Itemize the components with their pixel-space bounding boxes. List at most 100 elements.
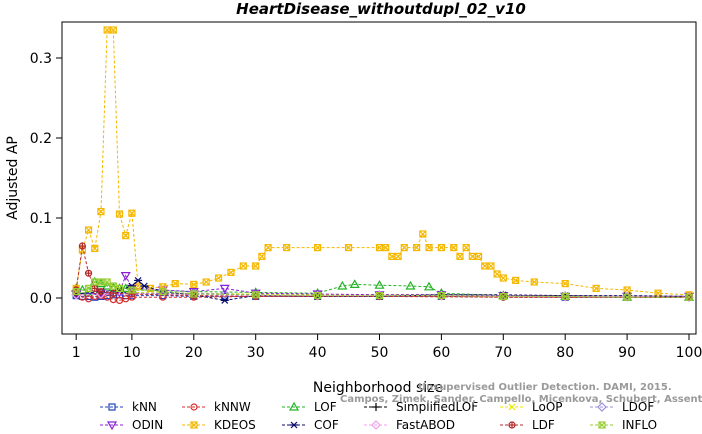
data-point-kdeos xyxy=(499,274,507,282)
data-point-kdeos xyxy=(283,244,291,252)
data-point-lof xyxy=(405,280,416,290)
legend-item-lof: LOF xyxy=(282,400,337,414)
series-line-odin xyxy=(76,274,689,297)
data-point-kdeos xyxy=(227,268,235,276)
x-tick-label: 40 xyxy=(309,345,327,361)
data-point-odin xyxy=(120,272,131,281)
y-tick-label: 0.3 xyxy=(30,51,52,67)
legend-label-odin: ODIN xyxy=(132,418,163,432)
legend-label-fastabod: FastABOD xyxy=(396,418,455,432)
data-point-kdeos xyxy=(654,289,662,297)
data-point-kdeos xyxy=(487,262,495,270)
x-tick-label: 70 xyxy=(494,345,512,361)
legend-item-simplifiedlof: SimplifiedLOF xyxy=(364,400,478,414)
series-kdeos xyxy=(72,26,693,299)
legend-item-fastabod: FastABOD xyxy=(364,418,455,432)
legend-marker-ldf xyxy=(508,421,516,429)
data-point-kdeos xyxy=(474,252,483,260)
data-point-kdeos xyxy=(400,244,408,252)
data-point-inflo xyxy=(561,292,569,300)
legend-label-loop: LoOP xyxy=(532,400,563,414)
data-point-cof xyxy=(140,282,149,290)
y-tick-label: 0.1 xyxy=(30,211,52,227)
legend-label-knn: kNN xyxy=(132,400,157,414)
legend-label-ldf: LDF xyxy=(532,418,555,432)
data-point-ldf xyxy=(78,242,86,250)
data-point-kdeos xyxy=(239,262,247,270)
y-axis-title: Adjusted AP xyxy=(5,136,21,220)
legend-marker-loop xyxy=(508,403,516,411)
x-axis-title: Neighborhood size xyxy=(313,380,443,396)
data-point-inflo xyxy=(190,290,198,298)
data-point-ldf xyxy=(128,290,136,298)
x-axis: 1 10 20 30 40 50 60 70 80 90 100 xyxy=(72,333,702,361)
data-point-kdeos xyxy=(425,244,433,252)
data-point-inflo xyxy=(437,292,445,300)
data-point-knnw xyxy=(84,295,93,303)
x-tick-label: 60 xyxy=(432,345,450,361)
data-point-inflo xyxy=(128,286,136,294)
legend-item-inflo: INFLO xyxy=(590,418,657,432)
data-point-inflo xyxy=(499,292,507,300)
data-point-kdeos xyxy=(171,280,179,288)
data-point-kdeos xyxy=(493,270,501,278)
data-point-kdeos xyxy=(214,274,223,282)
data-point-kdeos xyxy=(561,280,569,288)
data-point-kdeos xyxy=(84,226,93,234)
y-axis: 0.0 0.1 0.2 0.3 xyxy=(30,51,62,307)
legend-marker-lof xyxy=(288,401,300,411)
data-point-kdeos xyxy=(419,230,427,238)
data-point-kdeos xyxy=(437,244,445,252)
data-point-kdeos xyxy=(97,208,105,216)
data-point-kdeos xyxy=(512,276,520,284)
data-point-ldf xyxy=(91,284,99,292)
data-point-kdeos xyxy=(202,278,210,286)
series-line-knnw xyxy=(76,294,689,301)
data-point-inflo xyxy=(72,288,80,296)
data-point-kdeos xyxy=(109,26,117,34)
legend-label-lof: LOF xyxy=(314,400,337,414)
x-tick-label: 50 xyxy=(371,345,389,361)
series-inflo xyxy=(72,278,693,301)
data-point-kdeos xyxy=(462,244,470,252)
data-point-lof xyxy=(374,279,385,289)
series-layer xyxy=(71,26,695,304)
data-point-inflo xyxy=(159,288,167,296)
data-point-odin xyxy=(219,284,230,294)
legend-item-ldof: LDOF xyxy=(590,400,654,414)
data-point-inflo xyxy=(84,284,93,292)
legend-marker-kdeos xyxy=(190,421,198,429)
data-point-lof xyxy=(423,281,435,291)
series-line-kdeos xyxy=(75,29,690,296)
legend: kNN kNNW LOF SimplifiedLOF LoOP LDOF ODIN KDEOS… xyxy=(100,400,657,432)
data-point-kdeos xyxy=(592,284,600,292)
legend-item-odin: ODIN xyxy=(100,418,163,432)
data-point-kdeos xyxy=(128,209,136,217)
series-line-inflo xyxy=(76,281,689,298)
watermark-line1: Unsupervised Outlier Detection. DAMI, 20… xyxy=(418,382,672,393)
data-point-inflo xyxy=(685,293,693,301)
legend-marker-knnw xyxy=(190,403,198,411)
data-point-lof xyxy=(95,278,106,288)
data-point-ldf xyxy=(84,269,93,277)
legend-marker-knn xyxy=(108,403,116,411)
legend-label-simplifiedlof: SimplifiedLOF xyxy=(396,400,478,414)
data-point-kdeos xyxy=(91,244,99,252)
data-point-kdeos xyxy=(258,252,266,260)
legend-item-kdeos: KDEOS xyxy=(182,418,256,432)
legend-label-cof: COF xyxy=(314,418,339,432)
legend-marker-ldof xyxy=(597,402,607,412)
data-point-kdeos xyxy=(468,252,476,260)
data-point-kdeos xyxy=(115,210,124,218)
data-point-kdeos xyxy=(252,262,260,270)
x-tick-label: 20 xyxy=(185,345,203,361)
data-point-lof xyxy=(349,279,360,288)
data-point-kdeos xyxy=(394,252,402,260)
legend-label-ldof: LDOF xyxy=(622,400,654,414)
data-point-kdeos xyxy=(382,244,390,252)
data-point-kdeos xyxy=(190,280,198,288)
data-point-cof xyxy=(220,296,229,304)
x-tick-label: 90 xyxy=(618,345,636,361)
legend-marker-inflo xyxy=(598,421,606,429)
data-point-kdeos xyxy=(530,278,538,286)
